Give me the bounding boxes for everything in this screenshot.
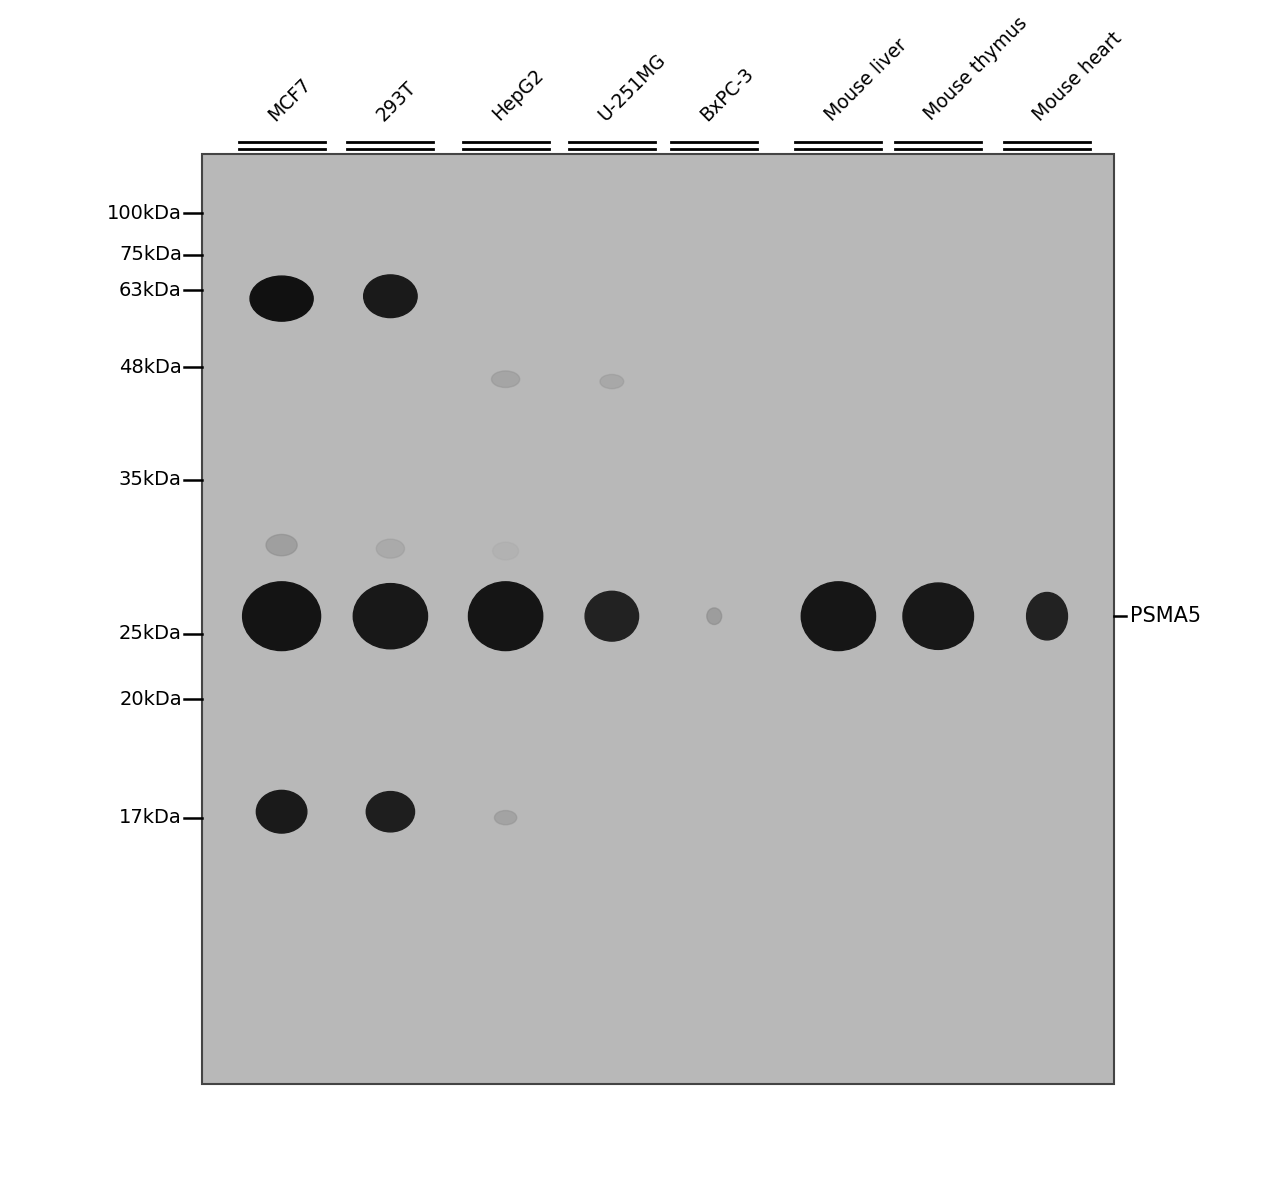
Text: 293T: 293T: [374, 77, 420, 124]
Text: PSMA5: PSMA5: [1130, 607, 1202, 626]
Text: U-251MG: U-251MG: [595, 50, 669, 124]
Text: 48kDa: 48kDa: [119, 358, 182, 377]
Ellipse shape: [376, 539, 404, 558]
Text: 35kDa: 35kDa: [119, 470, 182, 489]
Ellipse shape: [492, 371, 520, 387]
Ellipse shape: [902, 583, 974, 649]
Ellipse shape: [493, 542, 518, 561]
Text: Mouse heart: Mouse heart: [1030, 28, 1126, 124]
Ellipse shape: [366, 792, 415, 832]
Text: Mouse liver: Mouse liver: [822, 34, 910, 124]
Ellipse shape: [707, 608, 722, 624]
Ellipse shape: [1027, 592, 1068, 640]
Text: 17kDa: 17kDa: [119, 808, 182, 827]
Text: MCF7: MCF7: [265, 75, 315, 124]
Ellipse shape: [600, 374, 623, 389]
Bar: [202, 154, 1114, 1084]
Ellipse shape: [585, 591, 639, 641]
Text: 20kDa: 20kDa: [119, 690, 182, 709]
Text: Mouse thymus: Mouse thymus: [922, 14, 1032, 124]
Text: 75kDa: 75kDa: [119, 245, 182, 264]
Ellipse shape: [494, 811, 517, 825]
Ellipse shape: [266, 534, 297, 556]
Ellipse shape: [353, 584, 428, 649]
Text: 63kDa: 63kDa: [119, 281, 182, 300]
Text: HepG2: HepG2: [489, 66, 547, 124]
Ellipse shape: [256, 790, 307, 833]
Ellipse shape: [801, 582, 876, 651]
Ellipse shape: [250, 276, 314, 321]
Text: 25kDa: 25kDa: [119, 624, 182, 643]
Ellipse shape: [468, 582, 543, 651]
Text: 100kDa: 100kDa: [108, 204, 182, 223]
Ellipse shape: [364, 275, 417, 318]
Text: BxPC-3: BxPC-3: [698, 64, 758, 124]
Ellipse shape: [243, 582, 320, 651]
